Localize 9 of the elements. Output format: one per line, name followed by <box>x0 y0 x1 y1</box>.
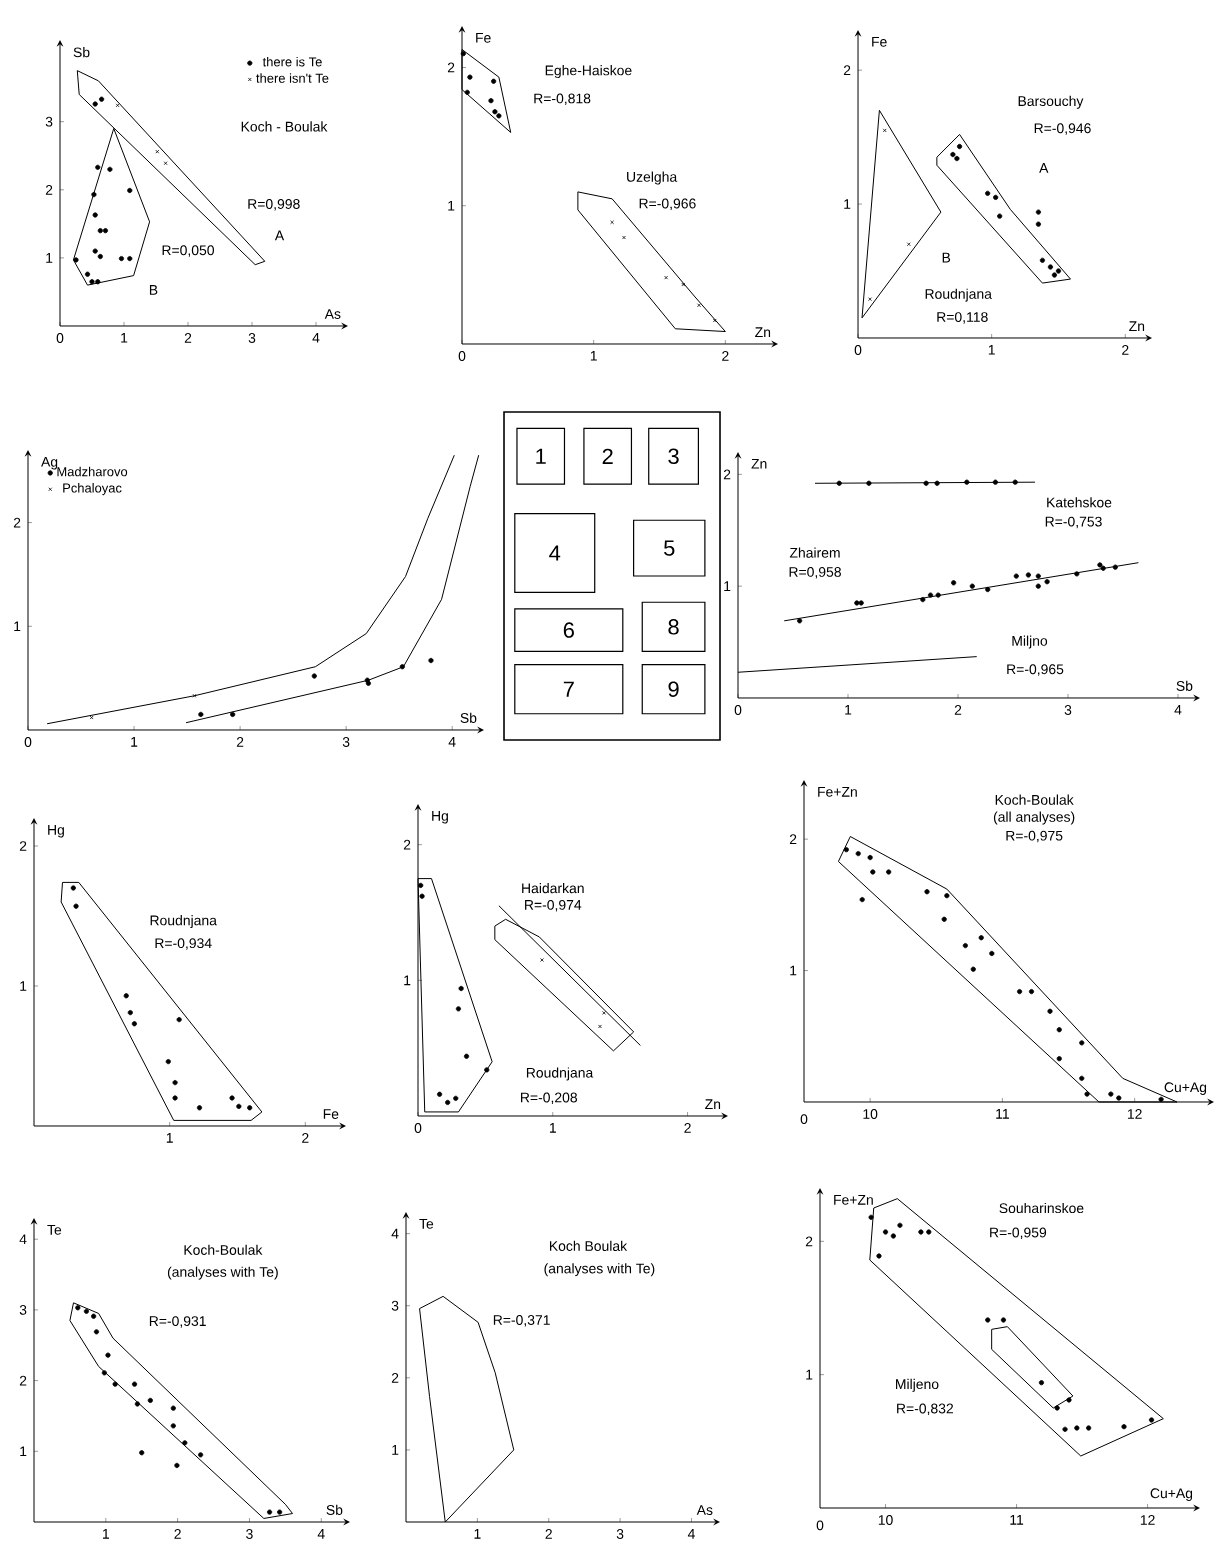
text: 1 <box>536 448 546 464</box>
text: 8 <box>668 619 679 635</box>
text: 3 <box>668 448 679 465</box>
text: 5 <box>664 540 675 556</box>
text: 4 <box>549 545 561 561</box>
text: 9 <box>668 681 679 697</box>
text: 2 <box>602 448 613 464</box>
text: 6 <box>563 622 574 638</box>
text: 7 <box>563 681 574 697</box>
